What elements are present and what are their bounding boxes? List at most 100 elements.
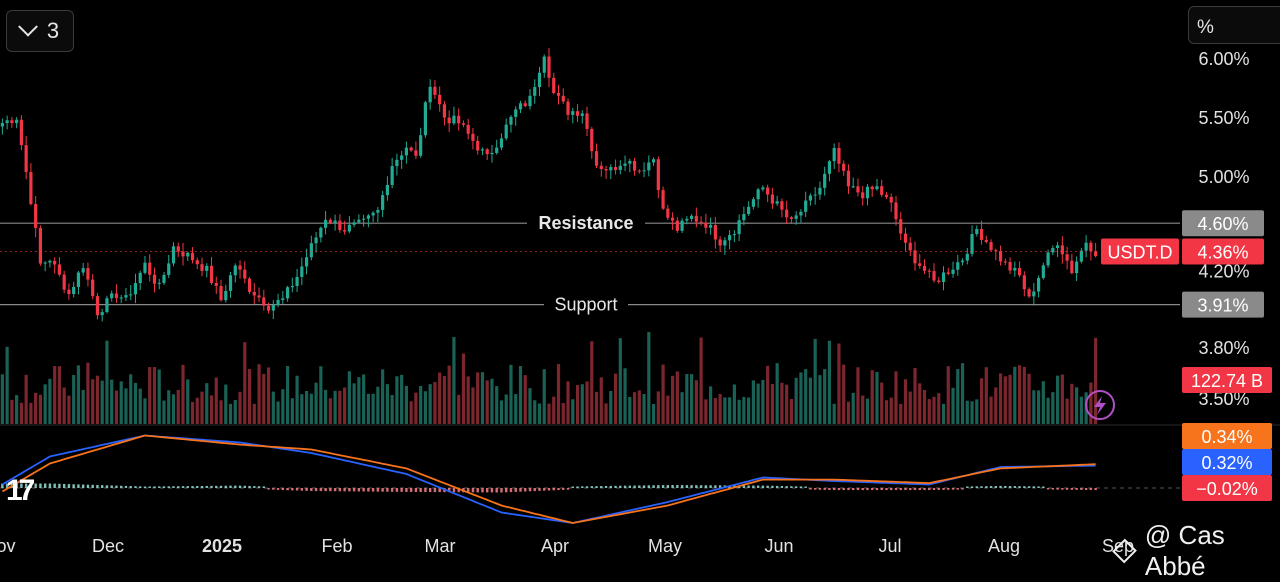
candle-body	[257, 295, 261, 298]
candle	[319, 226, 323, 243]
candle-body	[766, 187, 770, 195]
candle-body	[400, 155, 404, 160]
histogram-bar	[752, 485, 755, 488]
candle-body	[214, 283, 218, 286]
candle	[214, 276, 218, 295]
histogram-bar	[148, 486, 151, 488]
volume-bar	[846, 401, 851, 424]
candle-body	[960, 260, 965, 263]
candle-body	[133, 283, 138, 295]
histogram-bar	[1, 483, 4, 488]
candle-body	[309, 243, 313, 258]
candle	[960, 258, 965, 266]
volume-bar	[571, 399, 575, 424]
volume-bar	[409, 401, 413, 424]
volume-bar	[761, 379, 765, 424]
volume-bar	[685, 373, 689, 424]
candle-body	[856, 186, 860, 193]
candle	[1079, 247, 1083, 264]
volume-bar	[504, 394, 508, 424]
candle	[941, 266, 946, 291]
candle-body	[233, 265, 237, 276]
histogram-bar	[832, 488, 836, 491]
candle	[438, 86, 442, 112]
candle	[86, 262, 90, 287]
histogram-bar	[115, 485, 118, 488]
candle-body	[143, 262, 147, 273]
candle	[262, 289, 266, 311]
candle	[62, 270, 66, 294]
histogram-bar	[196, 486, 199, 488]
volume-bar	[76, 365, 81, 424]
candle-body	[946, 272, 950, 274]
volume-bar	[1027, 373, 1031, 424]
volume-bar	[637, 390, 641, 424]
candle-body	[485, 149, 489, 155]
candle	[894, 195, 898, 226]
candle-body	[1060, 245, 1064, 255]
volume-bar	[190, 401, 195, 424]
candle-body	[651, 159, 656, 163]
volume-bar	[262, 373, 266, 424]
collapse-indicators-button[interactable]: 3	[6, 10, 74, 52]
candle-body	[685, 218, 689, 221]
volume-bar	[176, 389, 180, 424]
percent-scale-button[interactable]: %	[1188, 6, 1280, 44]
candle-body	[1065, 254, 1069, 261]
volume-bar	[585, 381, 589, 424]
histogram-bar	[913, 488, 917, 491]
candle	[281, 290, 285, 305]
histogram-bar	[153, 486, 156, 488]
volume-bar	[91, 379, 95, 424]
level-label-bg	[527, 211, 645, 236]
histogram-bar	[813, 488, 817, 490]
histogram-bar	[1070, 488, 1074, 490]
volume-bar	[580, 384, 584, 424]
candle-body	[851, 186, 855, 188]
candle-body	[181, 251, 185, 257]
candle	[285, 285, 290, 302]
histogram-bar	[124, 485, 128, 488]
candle	[390, 157, 394, 189]
candle-body	[281, 298, 285, 300]
candle	[984, 235, 988, 244]
histogram-bar	[533, 488, 536, 492]
volume-bar	[290, 398, 294, 424]
volume-bar	[713, 398, 717, 424]
candle-body	[148, 262, 152, 275]
histogram-bar	[771, 485, 774, 488]
x-tick-label: Feb	[321, 536, 352, 556]
candle-body	[865, 186, 870, 199]
histogram-bar	[129, 486, 132, 488]
candle	[623, 155, 627, 172]
candle-body	[585, 113, 589, 129]
candle-body	[970, 234, 974, 254]
usdt-dominance-chart[interactable]: Resistance 4.60% Support 3.91% USDT.D 4.36% 6.…	[0, 0, 1280, 563]
volume-bar	[438, 372, 442, 424]
histogram-bar	[238, 485, 242, 488]
candle	[461, 120, 466, 128]
level-tag: 4.60%	[1197, 214, 1248, 234]
candle-body	[547, 56, 551, 78]
volume-bar	[922, 389, 927, 424]
candle-body	[167, 263, 171, 275]
histogram-bar	[980, 486, 983, 488]
volume-bar	[680, 392, 684, 424]
histogram-bar	[761, 485, 765, 488]
histogram-bar	[34, 483, 37, 488]
histogram-bar	[576, 486, 579, 488]
candle-body	[842, 163, 846, 171]
candle	[832, 143, 836, 169]
volume-bar	[656, 391, 660, 424]
histogram-bar	[110, 485, 113, 488]
histogram-bar	[357, 488, 361, 492]
histogram-bar	[352, 488, 356, 492]
candle	[642, 162, 646, 178]
histogram-bar	[657, 485, 660, 488]
histogram-bar	[899, 488, 902, 491]
histogram-bar	[177, 486, 180, 488]
volume-bar	[747, 397, 751, 424]
volume-bar	[742, 396, 746, 424]
candle	[186, 251, 190, 262]
histogram-bar	[300, 488, 304, 491]
